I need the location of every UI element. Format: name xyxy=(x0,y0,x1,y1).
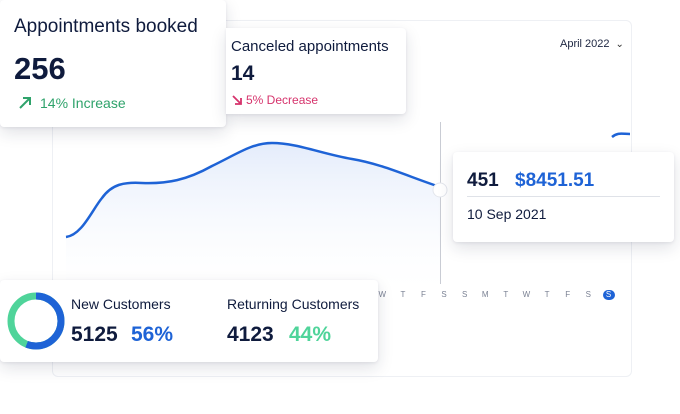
weekday-label: S xyxy=(585,290,591,299)
chevron-down-icon: ⌄ xyxy=(615,38,624,50)
tooltip-divider xyxy=(467,196,660,197)
tooltip-amount: $8451.51 xyxy=(515,170,595,191)
tooltip-date: 10 Sep 2021 xyxy=(467,206,547,222)
arrow-up-right-icon xyxy=(19,97,31,109)
chart-line xyxy=(65,141,441,239)
hover-point[interactable] xyxy=(430,180,450,200)
customers-card: New Customers 5125 56% Returning Custome… xyxy=(0,280,378,362)
weekday-label: F xyxy=(565,290,571,299)
new-customers-count: 5125 xyxy=(71,323,118,346)
weekday-label: W xyxy=(522,290,531,299)
arrow-down-right-icon xyxy=(232,95,242,105)
weekday-label: S xyxy=(462,290,468,299)
weekday-label: T xyxy=(503,290,509,299)
weekday-label: S xyxy=(441,290,447,299)
weekday-label: F xyxy=(421,290,426,299)
appointments-booked-delta-text: 14% Increase xyxy=(40,95,126,111)
tooltip-count: 451 xyxy=(467,170,499,191)
canceled-appointments-delta-text: 5% Decrease xyxy=(246,93,319,107)
new-customers-percent: 56% xyxy=(131,323,174,346)
canceled-appointments-value: 14 xyxy=(231,62,255,85)
chart-line-right xyxy=(611,132,630,138)
appointments-booked-title: Appointments booked xyxy=(14,16,198,37)
chart-area xyxy=(66,143,440,290)
canceled-appointments-title: Canceled appointments xyxy=(231,38,389,55)
weekday-label: M xyxy=(481,290,489,299)
appointments-booked-card: Appointments booked 256 14% Increase xyxy=(0,0,226,127)
month-selector-value: April 2022 xyxy=(560,38,610,50)
appointments-line-chart xyxy=(65,132,630,290)
returning-customers-percent: 44% xyxy=(289,323,332,346)
weekday-label: S xyxy=(602,290,615,300)
canceled-appointments-card: Canceled appointments 14 5% Decrease xyxy=(226,28,406,114)
chart-tooltip: 451 $8451.51 10 Sep 2021 xyxy=(453,152,674,242)
customers-donut-chart xyxy=(7,292,65,350)
weekday-label: T xyxy=(544,290,550,299)
returning-customers-label: Returning Customers xyxy=(227,296,360,312)
month-selector[interactable]: April 2022 ⌄ xyxy=(560,38,624,50)
appointments-booked-value: 256 xyxy=(14,51,66,86)
hover-guide-line xyxy=(440,122,441,284)
appointments-booked-delta: 14% Increase xyxy=(18,95,126,111)
returning-customers-count: 4123 xyxy=(227,323,274,346)
canceled-appointments-delta: 5% Decrease xyxy=(232,93,318,107)
weekday-label: T xyxy=(400,290,406,299)
new-customers-label: New Customers xyxy=(71,296,171,312)
donut-new-segment xyxy=(7,292,65,350)
weekday-label: W xyxy=(378,290,387,299)
